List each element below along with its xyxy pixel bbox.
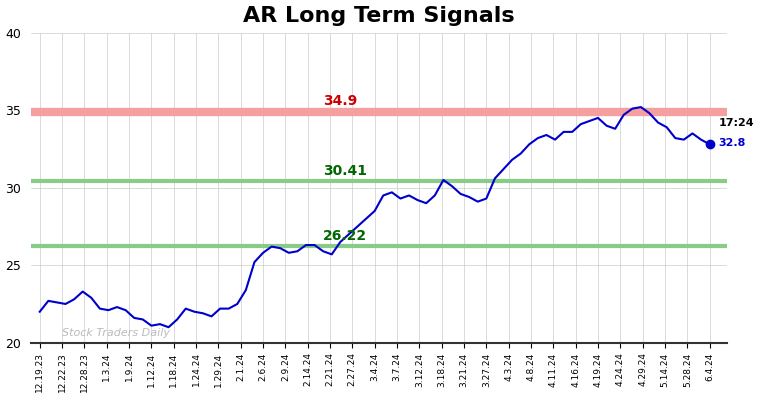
Text: 17:24: 17:24	[718, 117, 754, 128]
Text: 26.22: 26.22	[323, 229, 368, 243]
Title: AR Long Term Signals: AR Long Term Signals	[243, 6, 515, 25]
Text: 34.9: 34.9	[323, 94, 358, 108]
Text: 32.8: 32.8	[718, 138, 746, 148]
Text: Stock Traders Daily: Stock Traders Daily	[62, 328, 170, 338]
Text: 30.41: 30.41	[323, 164, 368, 178]
